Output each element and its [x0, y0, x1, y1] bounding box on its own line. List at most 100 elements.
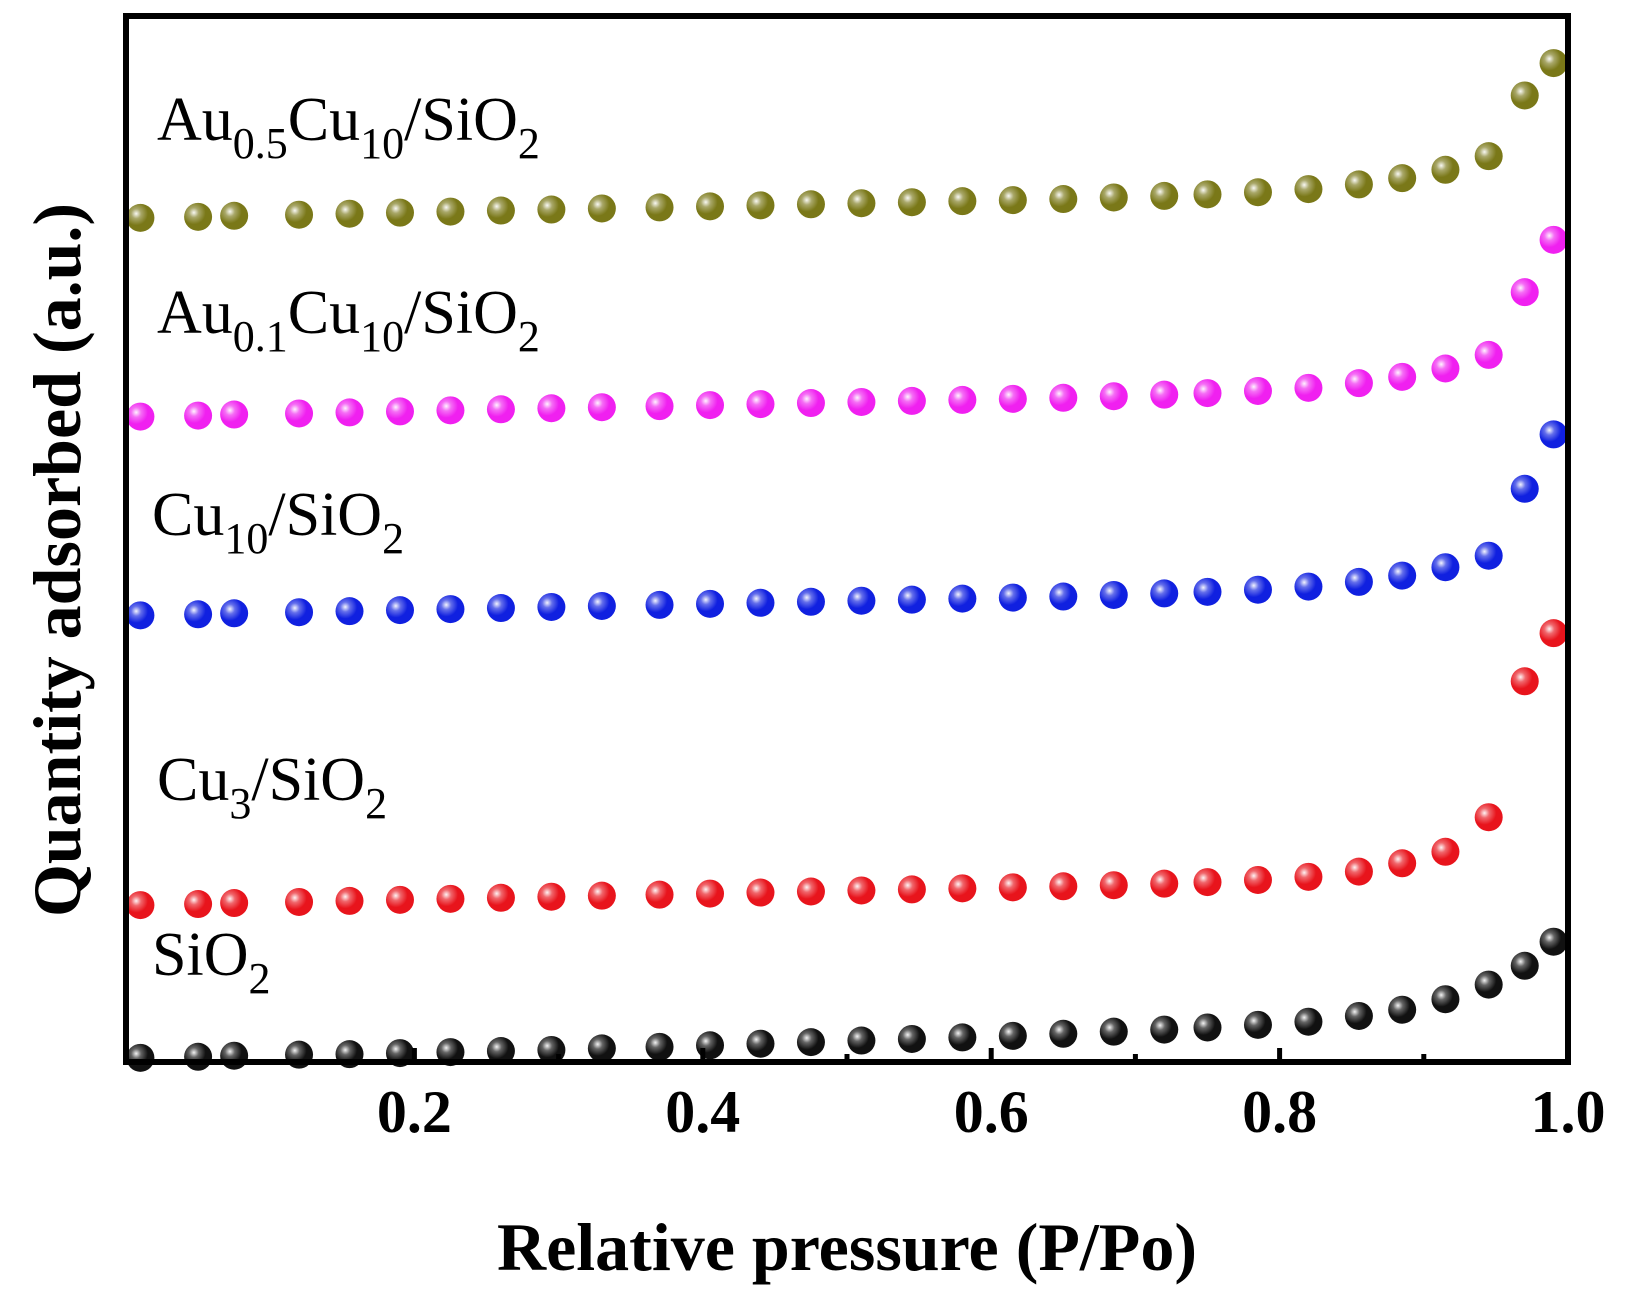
point-highlight: [126, 601, 155, 630]
point-highlight: [486, 1037, 515, 1066]
data-point: [335, 398, 364, 427]
point-highlight: [1344, 1001, 1373, 1030]
data-point: [537, 592, 566, 621]
point-highlight: [285, 200, 314, 229]
point-highlight: [1243, 376, 1272, 405]
x-axis-label: Relative pressure (P/Po): [497, 1209, 1197, 1285]
point-highlight: [998, 186, 1027, 215]
data-point: [1539, 225, 1568, 254]
data-point: [385, 596, 414, 625]
point-highlight: [1294, 373, 1323, 402]
point-highlight: [1049, 582, 1078, 611]
point-highlight: [285, 887, 314, 916]
point-highlight: [1099, 580, 1128, 609]
data-point: [1510, 951, 1539, 980]
point-highlight: [1474, 142, 1503, 171]
data-point: [1099, 580, 1128, 609]
data-point: [486, 1037, 515, 1066]
point-highlight: [1193, 868, 1222, 897]
point-highlight: [285, 399, 314, 428]
data-point: [847, 876, 876, 905]
point-highlight: [1049, 185, 1078, 214]
data-point: [1049, 582, 1078, 611]
point-highlight: [1431, 985, 1460, 1014]
data-point: [897, 386, 926, 415]
data-point: [696, 192, 725, 221]
data-point: [220, 201, 249, 230]
series-label: Cu10/SiO2: [152, 481, 404, 563]
data-point: [1150, 579, 1179, 608]
point-highlight: [897, 188, 926, 217]
data-point: [645, 1032, 674, 1061]
point-highlight: [948, 385, 977, 414]
x-tick-label: 1.0: [1531, 1079, 1606, 1145]
data-point: [1150, 380, 1179, 409]
point-highlight: [335, 886, 364, 915]
data-point: [1431, 985, 1460, 1014]
data-point: [1294, 1007, 1323, 1036]
data-point: [1294, 862, 1323, 891]
point-highlight: [1049, 872, 1078, 901]
data-point: [796, 190, 825, 219]
point-highlight: [1474, 541, 1503, 570]
data-point: [796, 1028, 825, 1057]
data-point: [486, 395, 515, 424]
data-point: [126, 402, 155, 431]
point-highlight: [1150, 181, 1179, 210]
point-highlight: [696, 391, 725, 420]
series-labels: SiO2 Cu3/SiO2 Cu10/SiO2 Au0.1Cu10/SiO2 Au0.5…: [152, 86, 540, 1003]
point-highlight: [645, 193, 674, 222]
data-point: [1243, 178, 1272, 207]
data-point: [126, 891, 155, 920]
point-highlight: [220, 889, 249, 918]
point-highlight: [1049, 383, 1078, 412]
data-point: [1099, 382, 1128, 411]
point-highlight: [998, 583, 1027, 612]
data-point: [1388, 849, 1417, 878]
point-highlight: [1510, 81, 1539, 110]
data-point: [998, 384, 1027, 413]
point-highlight: [1294, 175, 1323, 204]
data-point: [1294, 373, 1323, 402]
data-point: [948, 1023, 977, 1052]
data-point: [1049, 1019, 1078, 1048]
data-point: [696, 589, 725, 618]
data-point: [1344, 369, 1373, 398]
data-point: [1193, 577, 1222, 606]
data-point: [1510, 474, 1539, 503]
point-highlight: [436, 884, 465, 913]
data-point: [1388, 362, 1417, 391]
point-highlight: [897, 875, 926, 904]
point-highlight: [1431, 354, 1460, 383]
data-point: [1243, 865, 1272, 894]
data-point: [1474, 803, 1503, 832]
point-highlight: [385, 397, 414, 426]
data-point: [285, 598, 314, 627]
point-highlight: [696, 192, 725, 221]
point-highlight: [126, 402, 155, 431]
point-highlight: [948, 187, 977, 216]
data-point: [1150, 181, 1179, 210]
point-highlight: [1431, 155, 1460, 184]
point-highlight: [126, 891, 155, 920]
data-point: [436, 884, 465, 913]
point-highlight: [1431, 553, 1460, 582]
point-highlight: [1539, 225, 1568, 254]
point-highlight: [948, 1023, 977, 1052]
point-highlight: [1474, 803, 1503, 832]
point-highlight: [436, 396, 465, 425]
point-highlight: [1193, 379, 1222, 408]
point-highlight: [1099, 871, 1128, 900]
data-point: [1510, 667, 1539, 696]
data-point: [1388, 164, 1417, 193]
data-point: [746, 191, 775, 220]
data-point: [335, 597, 364, 626]
point-highlight: [696, 1031, 725, 1060]
point-highlight: [1344, 857, 1373, 886]
point-highlight: [897, 386, 926, 415]
point-highlight: [220, 599, 249, 628]
point-highlight: [1243, 1010, 1272, 1039]
data-point: [1294, 572, 1323, 601]
data-point: [948, 584, 977, 613]
